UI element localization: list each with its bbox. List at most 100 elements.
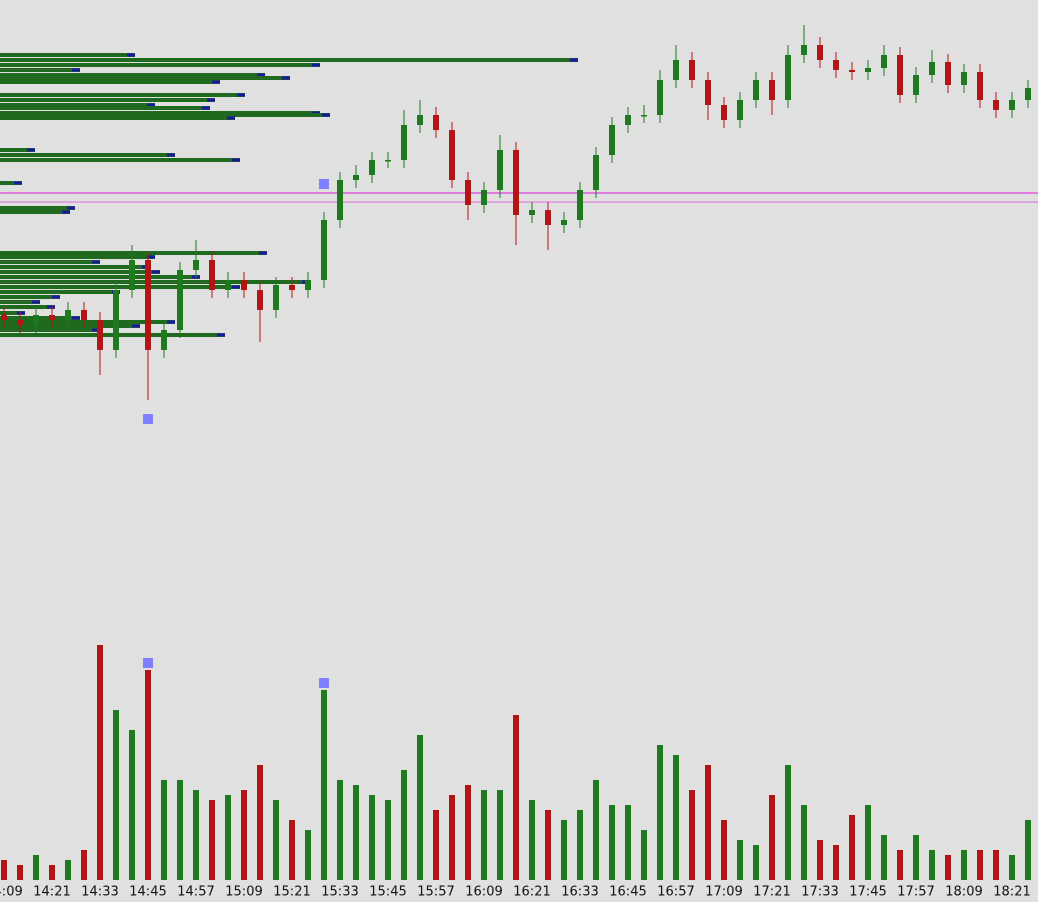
volume-bar [657,745,663,880]
candle-body [561,220,567,225]
candle-body [177,270,183,330]
candle-body [737,100,743,120]
candle-body [321,220,327,280]
x-tick-label: 17:45 [849,885,886,900]
profile-tip [259,251,267,255]
volume-bar [1025,820,1031,880]
x-tick-label: 17:09 [705,885,742,900]
candle-body [881,55,887,68]
volume-bar [753,845,759,880]
x-tick-label: 17:33 [801,885,838,900]
candle-body [673,60,679,80]
profile-bar [0,295,60,299]
candle-body [993,100,999,110]
profile-bar [0,63,320,67]
profile-tip [32,300,40,304]
volume-bar [897,850,903,880]
volume-bar [721,820,727,880]
x-tick-label: 14:09 [0,885,23,900]
volume-bar [113,710,119,880]
volume-bar [449,795,455,880]
volume-bar [865,805,871,880]
candle-body [209,260,215,290]
volume-bar [545,810,551,880]
x-tick-label: 16:57 [657,885,694,900]
profile-tip [147,103,155,107]
candle-body [849,70,855,72]
profile-tip [202,106,210,110]
candle-body [401,125,407,160]
candle-body [289,285,295,290]
volume-bar [225,795,231,880]
profile-bar [0,311,25,315]
profile-bar [0,113,330,117]
x-tick-label: 14:57 [177,885,214,900]
profile-bar [0,300,40,304]
volume-bar [353,785,359,880]
candle-body [161,330,167,350]
candle-body [529,210,535,215]
volume-bar [177,780,183,880]
volume-bar [321,690,327,880]
profile-tip [27,148,35,152]
profile-tip [167,320,175,324]
profile-tip [212,80,220,84]
candle-body [657,80,663,115]
volume-bar [977,850,983,880]
volume-bar [17,865,23,880]
candle-body [513,150,519,215]
volume-bar [65,860,71,880]
candle-body [433,115,439,130]
candle-body [385,160,391,162]
profile-tip [312,63,320,67]
candle-body [97,320,103,350]
volume-bar [769,795,775,880]
volume-bar [305,830,311,880]
volume-bar [465,785,471,880]
candle-body [417,115,423,125]
candle-body [945,62,951,85]
volume-signal [319,678,329,688]
profile-tip [282,76,290,80]
profile-bar [0,116,235,120]
x-tick-label: 15:21 [273,885,310,900]
candle-body [1,315,7,320]
profile-bar [0,76,290,80]
volume-bar [529,800,535,880]
profile-bar [0,148,35,152]
profile-bar [0,290,120,294]
candle-body [785,55,791,100]
profile-tip [72,68,80,72]
volume-bar [593,780,599,880]
candle-body [497,150,503,190]
profile-bar [0,68,80,72]
candle-body [753,80,759,100]
profile-bar [0,93,245,97]
volume-bar [881,835,887,880]
x-tick-label: 15:33 [321,885,358,900]
volume-bar [273,800,279,880]
profile-bar [0,320,175,324]
candle-body [353,175,359,180]
volume-bar [49,865,55,880]
profile-bar [0,316,80,320]
profile-bar [0,158,240,162]
x-tick-label: 15:57 [417,885,454,900]
volume-bar [1,860,7,880]
profile-bar [0,285,240,289]
profile-tip [322,113,330,117]
profile-tip [67,206,75,210]
candle-body [545,210,551,225]
candle-body [257,290,263,310]
candle-body [305,280,311,290]
x-tick-label: 14:45 [129,885,166,900]
profile-bar [0,265,150,269]
profile-tip [47,305,55,309]
volume-bar [433,810,439,880]
profile-bar [0,305,55,309]
profile-tip [92,260,100,264]
x-tick-label: 16:45 [609,885,646,900]
profile-tip [132,324,140,328]
candle-body [1025,88,1031,100]
profile-tip [167,153,175,157]
